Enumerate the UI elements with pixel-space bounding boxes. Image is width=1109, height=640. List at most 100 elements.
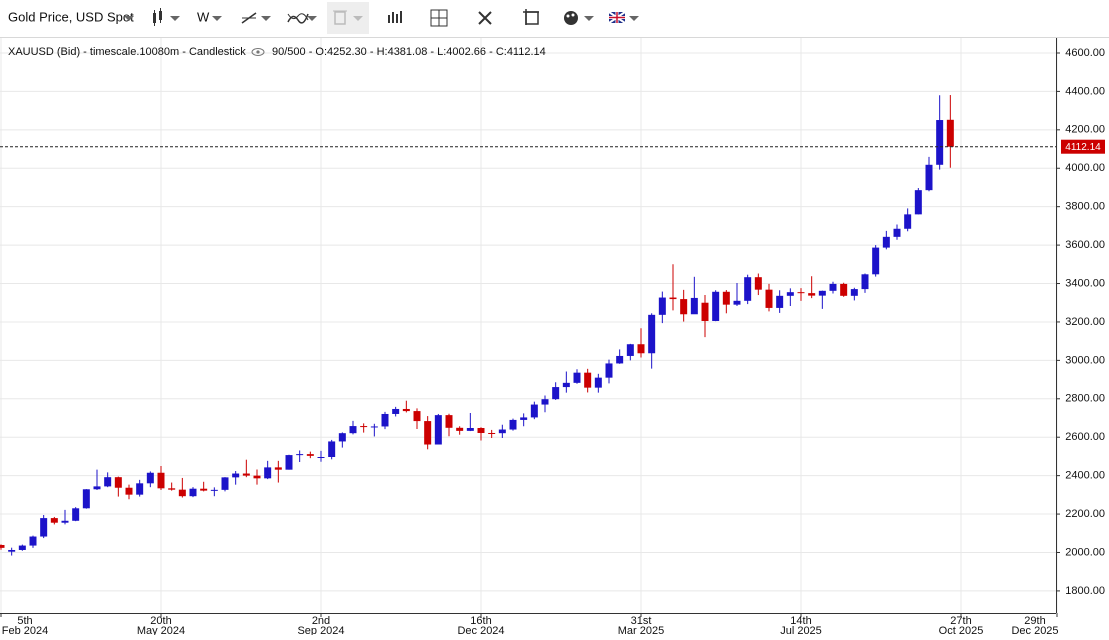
candle-body [189, 488, 197, 497]
candle-body [146, 472, 154, 484]
candle-body [733, 300, 741, 305]
candle-body [328, 441, 336, 458]
theme-button[interactable] [564, 11, 594, 25]
candle-body [712, 291, 720, 321]
y-tick-label: 4000.00 [1065, 162, 1105, 174]
candle-body [253, 475, 261, 479]
candle-body [157, 472, 165, 489]
y-tick-label: 4200.00 [1065, 124, 1105, 136]
x-tick-sublabel: Jul 2025 [780, 625, 822, 635]
candle-body [349, 426, 357, 434]
candle-body [29, 536, 37, 546]
candle-body [680, 299, 688, 315]
candle-body [765, 289, 773, 308]
candle-body [434, 415, 442, 445]
candle-body [392, 408, 400, 414]
x-tick-sublabel: Dec 2025 [1011, 625, 1058, 635]
candle-body [541, 399, 549, 405]
delete-button-bg[interactable] [327, 2, 369, 34]
candle-body [200, 488, 208, 491]
candle-body [82, 489, 90, 509]
candle-body [594, 377, 602, 388]
instrument-select[interactable]: Gold Price, USD Spot [8, 9, 134, 24]
candle-body [904, 214, 912, 229]
candle-body [690, 297, 698, 315]
grid [0, 38, 1058, 613]
x-tick-label: 27th [950, 615, 971, 627]
candle-body [338, 433, 346, 442]
y-tick-label: 2200.00 [1065, 508, 1105, 520]
candle-body [360, 426, 368, 428]
candle-body [104, 477, 112, 487]
candle-body [296, 454, 304, 456]
y-tick-label: 3400.00 [1065, 277, 1105, 289]
candle-body [573, 372, 581, 383]
x-tick-sublabel: Sep 2024 [297, 625, 344, 635]
delete-button [333, 10, 363, 25]
candle-body [840, 283, 848, 296]
fullscreen-button[interactable] [478, 11, 492, 25]
candle-body [18, 545, 26, 550]
candle-body [626, 344, 634, 356]
candle-body [0, 544, 5, 548]
candle-body [552, 387, 560, 400]
candle-body [498, 429, 506, 434]
candle-body [178, 489, 186, 497]
last-price-label: 4112.14 [1065, 142, 1101, 153]
language-button[interactable] [608, 11, 639, 24]
x-tick-sublabel: Dec 2024 [457, 625, 504, 635]
candle-body [136, 483, 144, 495]
y-tick-label: 3600.00 [1065, 239, 1105, 251]
toolbar-bg [0, 0, 1109, 37]
candle-body [509, 419, 517, 430]
candle-body [722, 291, 730, 305]
candle-body [424, 421, 432, 445]
candle-body [520, 417, 528, 420]
y-tick-label: 2400.00 [1065, 470, 1105, 482]
y-tick-label: 2800.00 [1065, 393, 1105, 405]
candle-body [744, 277, 752, 301]
candle-body [562, 382, 570, 388]
interval-select[interactable]: W [197, 9, 210, 24]
x-tick-label: 5th [17, 615, 32, 627]
candle-body [242, 473, 250, 476]
candle-body [8, 549, 16, 552]
last-price-badge [1061, 139, 1105, 154]
toolbar: Gold Price, USD Spot W [8, 2, 639, 34]
candle-body [61, 520, 69, 523]
candle-body [669, 297, 677, 300]
y-tick-label: 2600.00 [1065, 431, 1105, 443]
y-tick-label: 2000.00 [1065, 546, 1105, 558]
x-tick-sublabel: Mar 2025 [618, 625, 664, 635]
x-tick-label: 31st [631, 615, 652, 627]
candle-body [317, 457, 325, 459]
fit-button[interactable] [523, 9, 539, 25]
crosshair-button[interactable] [430, 9, 448, 27]
x-tick-label: 16th [470, 615, 491, 627]
visibility-icon[interactable] [251, 48, 265, 56]
candle-body [93, 486, 101, 490]
candle-body [232, 473, 240, 478]
candle-body [488, 432, 496, 434]
indicator-button[interactable] [287, 13, 317, 24]
candle-body [530, 404, 538, 418]
candle-body [381, 413, 389, 427]
x-tick-sublabel: Feb 2024 [2, 625, 48, 635]
y-tick-label: 3800.00 [1065, 201, 1105, 213]
candle-body [882, 236, 890, 248]
caret [124, 16, 134, 21]
candle-body [72, 508, 80, 521]
ohlc-summary: 90/500 - O:4252.30 - H:4381.08 - L:4002.… [272, 46, 546, 58]
candle-body [306, 454, 314, 456]
candle-body [754, 277, 762, 290]
candle-body [210, 489, 218, 491]
x-tick-sublabel: May 2024 [137, 625, 185, 635]
candle-body [221, 477, 229, 490]
candle-body [829, 283, 837, 291]
y-tick-label: 1800.00 [1065, 585, 1105, 597]
chart-type-button[interactable] [153, 8, 180, 26]
candle-body [936, 120, 944, 165]
volume-button[interactable] [388, 11, 402, 23]
draw-line-button[interactable] [241, 12, 271, 24]
